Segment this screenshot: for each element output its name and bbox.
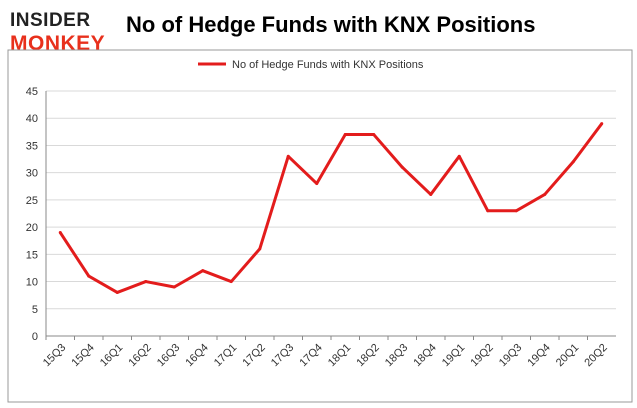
data-point <box>286 154 290 158</box>
logo-line-2: MONKEY <box>10 32 105 55</box>
data-point <box>172 285 176 289</box>
data-point <box>258 247 262 251</box>
y-tick-label: 15 <box>26 249 38 261</box>
legend-label: No of Hedge Funds with KNX Positions <box>232 59 424 71</box>
data-point <box>87 274 91 278</box>
data-point <box>429 192 433 196</box>
x-tick-label: 18Q3 <box>383 342 411 370</box>
x-tick-label: 17Q1 <box>212 342 240 370</box>
series-layer <box>58 122 604 294</box>
x-tick-label: 19Q3 <box>497 342 525 370</box>
data-point <box>144 280 148 284</box>
data-point <box>115 290 119 294</box>
x-tick-label: 16Q2 <box>126 342 154 370</box>
data-point <box>229 280 233 284</box>
logo-line-1: INSIDER <box>10 10 91 31</box>
x-axis-ticks: 15Q3 15Q4 16Q1 16Q2 16Q3 16Q4 17Q1 17Q2 17Q3 17Q4… <box>41 336 610 369</box>
data-point <box>571 160 575 164</box>
x-tick-label: 19Q1 <box>440 342 468 370</box>
chart-title: No of Hedge Funds with KNX Positions <box>126 12 536 37</box>
data-point <box>58 231 62 235</box>
x-tick-label: 18Q4 <box>411 342 439 370</box>
y-axis-ticks: 0 5 10 15 20 25 30 35 40 45 <box>26 86 38 343</box>
data-point <box>201 269 205 273</box>
grid-lines <box>45 90 616 337</box>
data-point <box>457 154 461 158</box>
y-tick-label: 40 <box>26 113 38 125</box>
y-tick-label: 45 <box>26 86 38 98</box>
x-tick-label: 19Q4 <box>525 342 553 370</box>
x-tick-label: 16Q1 <box>98 342 126 370</box>
x-tick-label: 17Q2 <box>240 342 268 370</box>
data-point <box>400 165 404 169</box>
x-tick-label: 17Q4 <box>297 342 325 370</box>
legend: No of Hedge Funds with KNX Positions <box>198 59 424 71</box>
y-tick-label: 5 <box>32 304 38 316</box>
x-tick-label: 16Q4 <box>183 342 211 370</box>
y-tick-label: 20 <box>26 222 38 234</box>
data-point <box>543 192 547 196</box>
x-tick-label: 16Q3 <box>155 342 183 370</box>
data-point <box>514 209 518 213</box>
x-tick-label: 20Q2 <box>582 342 610 370</box>
y-tick-label: 10 <box>26 277 38 289</box>
x-tick-label: 18Q1 <box>326 342 354 370</box>
insider-monkey-logo: INSIDER MONKEY <box>10 10 105 55</box>
x-tick-label: 15Q3 <box>41 342 69 370</box>
data-point <box>600 122 604 126</box>
y-tick-label: 30 <box>26 168 38 180</box>
x-tick-label: 15Q4 <box>69 342 97 370</box>
data-point <box>315 182 319 186</box>
data-point <box>486 209 490 213</box>
y-tick-label: 25 <box>26 195 38 207</box>
y-tick-label: 35 <box>26 140 38 152</box>
data-point <box>343 133 347 137</box>
x-tick-label: 18Q2 <box>354 342 382 370</box>
y-tick-label: 0 <box>32 331 38 343</box>
x-tick-label: 20Q1 <box>554 342 582 370</box>
x-tick-label: 17Q3 <box>269 342 297 370</box>
series-line <box>58 122 603 294</box>
x-tick-label: 19Q2 <box>468 342 496 370</box>
data-point <box>372 133 376 137</box>
chart-frame <box>7 49 633 403</box>
